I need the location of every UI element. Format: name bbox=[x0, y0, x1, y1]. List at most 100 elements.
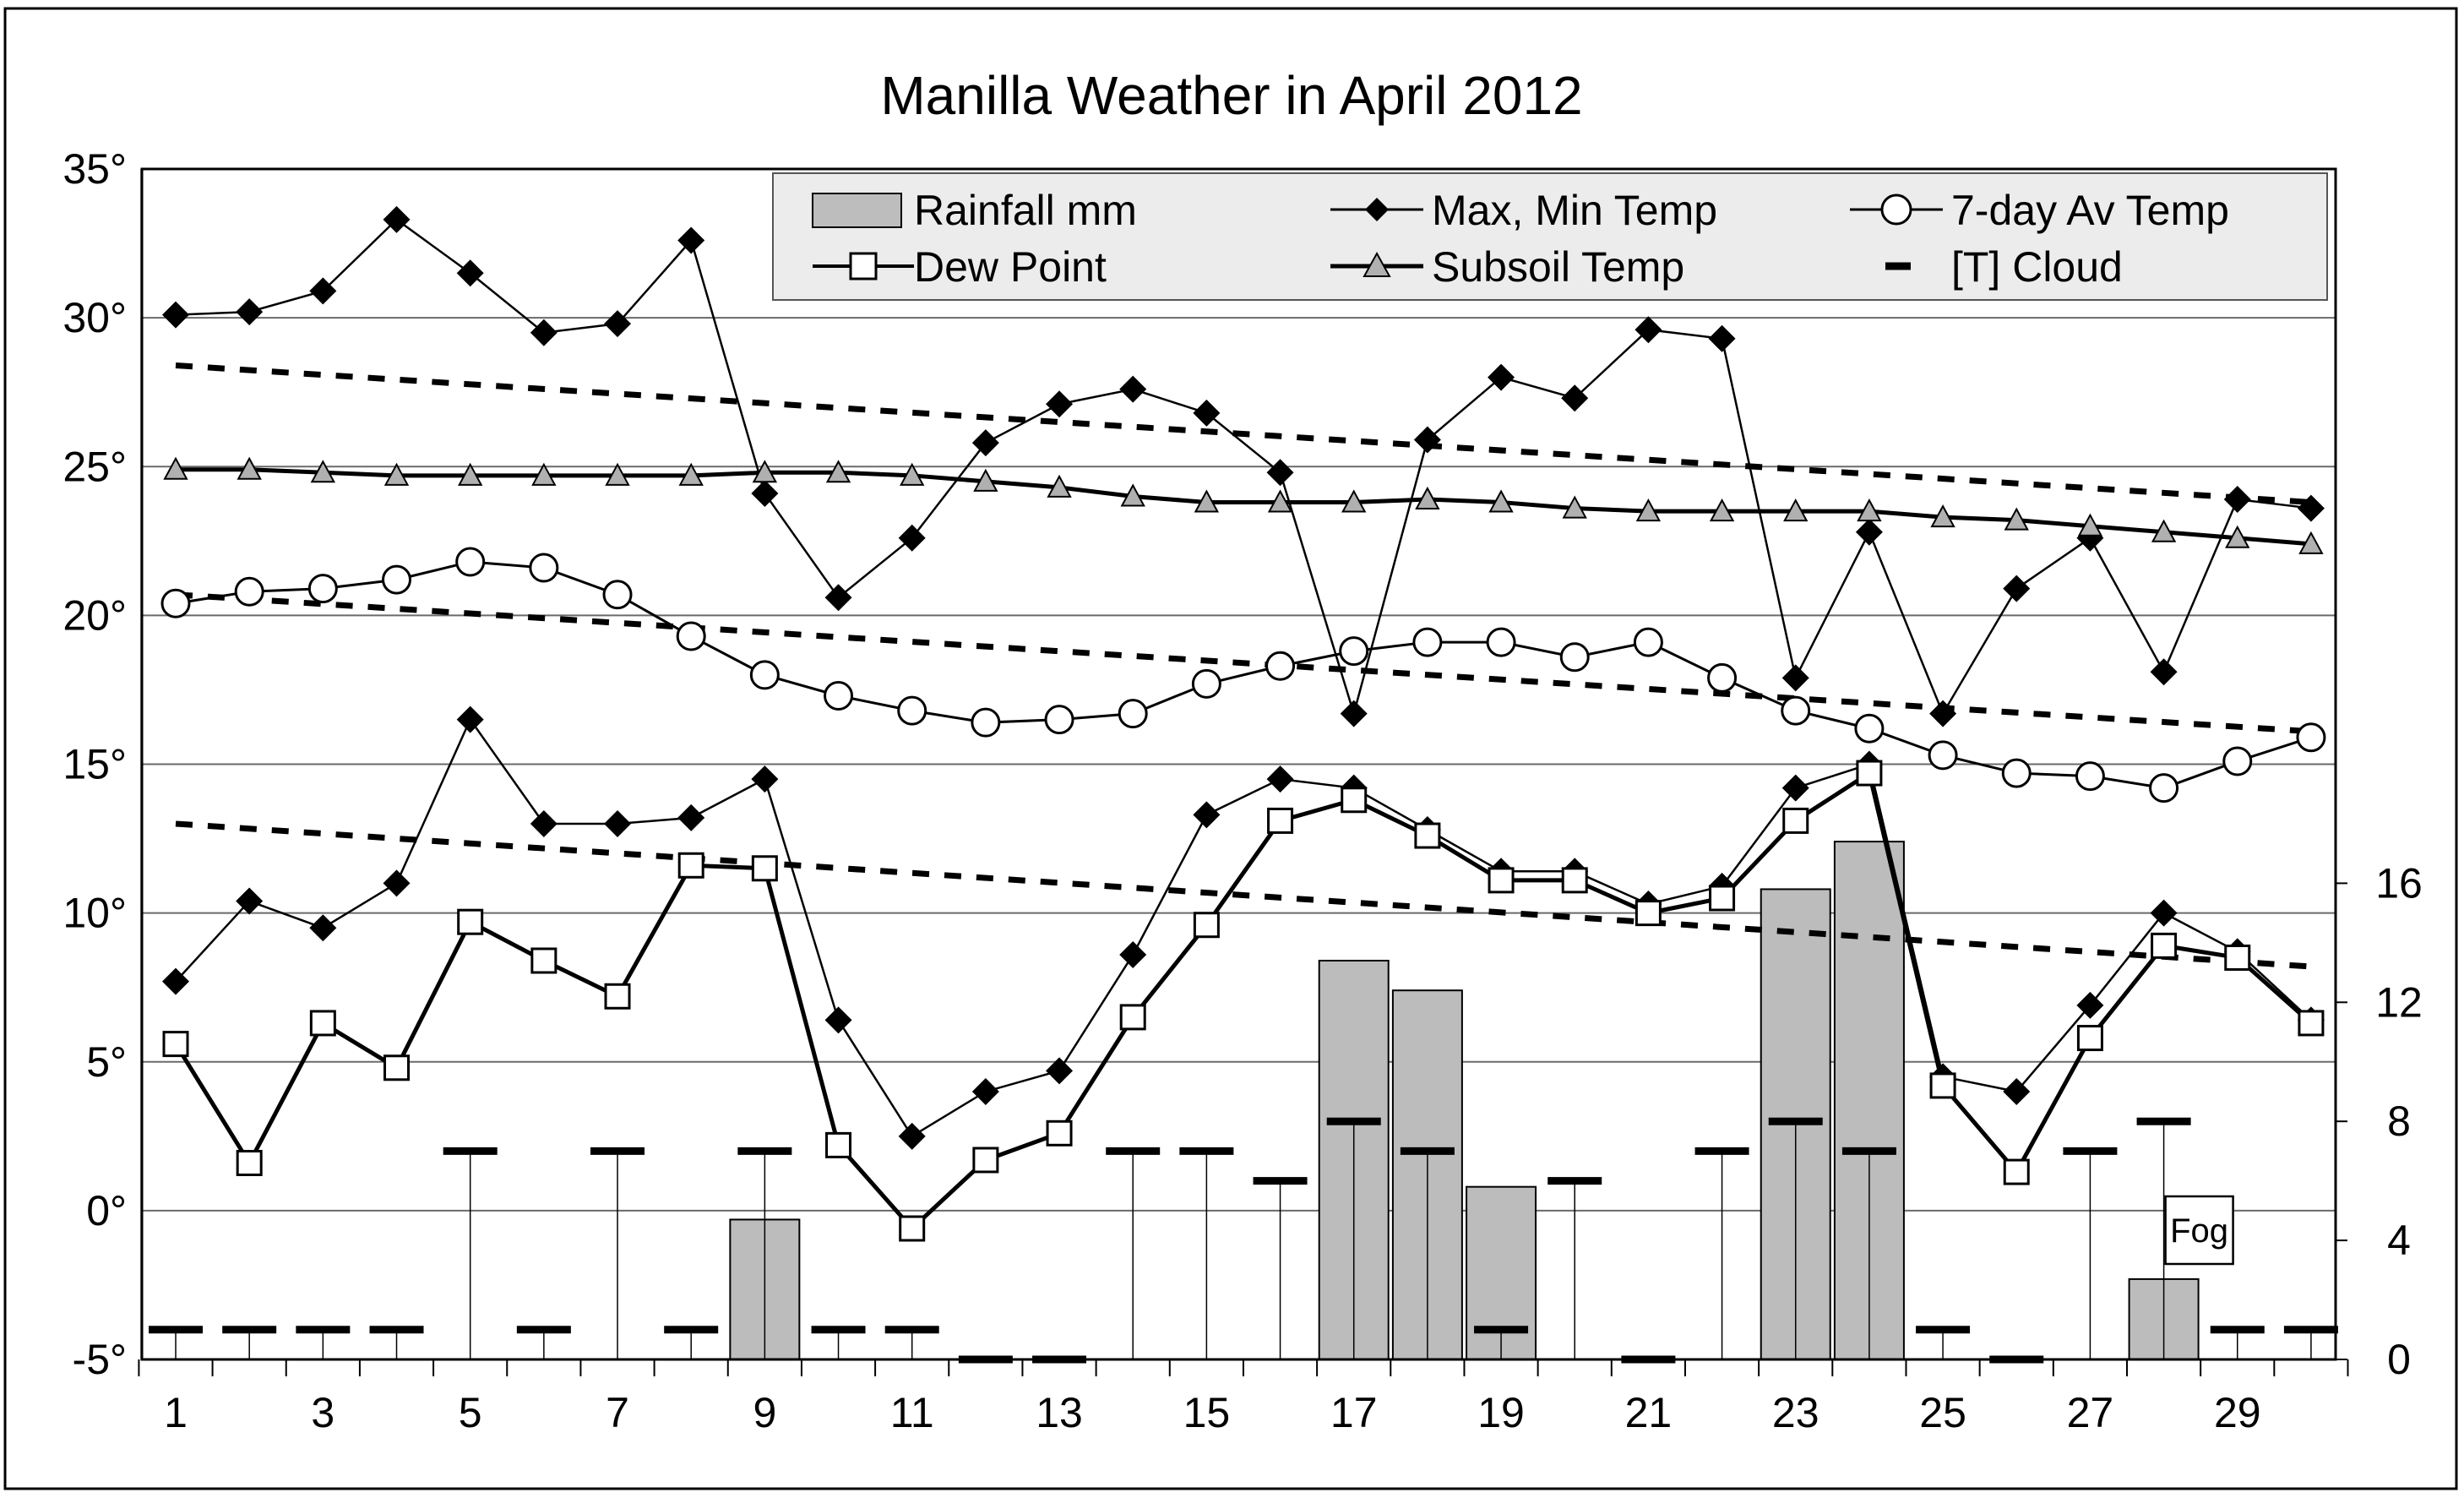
series-lines bbox=[160, 205, 2326, 1242]
triangle-point bbox=[825, 460, 851, 483]
diamond-point bbox=[2150, 658, 2178, 686]
diamond-point bbox=[898, 1122, 926, 1150]
diamond-point bbox=[1266, 765, 1294, 793]
square-point bbox=[1488, 867, 1515, 894]
diamond-point bbox=[1266, 459, 1294, 487]
diamond-point bbox=[1046, 1057, 1074, 1085]
diamond-point bbox=[1635, 316, 1662, 344]
square-point bbox=[530, 947, 558, 974]
cloud-marks bbox=[149, 1117, 2338, 1364]
triangle-point bbox=[1857, 498, 1882, 522]
diamond-point bbox=[309, 277, 337, 305]
diamond-point bbox=[530, 809, 558, 837]
diamond-point bbox=[162, 301, 189, 329]
circle-point bbox=[971, 707, 1001, 738]
y-right-tick-label: 4 bbox=[2387, 1217, 2411, 1264]
triangle-point bbox=[2077, 513, 2103, 537]
triangle-point bbox=[1930, 504, 1955, 528]
diamond-point bbox=[677, 226, 705, 254]
x-tick-label: 3 bbox=[311, 1389, 335, 1436]
diamond-point bbox=[1781, 664, 1809, 692]
x-tick-label: 11 bbox=[890, 1389, 934, 1436]
x-tick-label: 27 bbox=[2067, 1389, 2114, 1436]
diamond-point bbox=[824, 1006, 852, 1034]
square-point bbox=[1193, 912, 1220, 939]
triangle-point bbox=[1120, 483, 1145, 507]
square-point bbox=[2003, 1158, 2030, 1185]
circle-point bbox=[1854, 713, 1885, 744]
square-point bbox=[1929, 1072, 1956, 1099]
diamond-point bbox=[971, 1077, 999, 1105]
circle-point bbox=[602, 580, 633, 610]
diamond-point bbox=[898, 524, 926, 552]
legend-rain-swatch bbox=[812, 193, 902, 228]
diamond-point bbox=[236, 887, 264, 915]
triangle-point bbox=[1415, 486, 1440, 509]
y-right-tick-label: 0 bbox=[2387, 1336, 2411, 1383]
diamond-point bbox=[2003, 1077, 2031, 1105]
diamond-point bbox=[1119, 375, 1147, 403]
diamond-point bbox=[1708, 324, 1736, 352]
circle-point bbox=[160, 588, 191, 618]
x-tick-label: 25 bbox=[1919, 1389, 1966, 1436]
circle-point bbox=[2296, 722, 2326, 753]
diamond-point bbox=[456, 259, 484, 287]
legend-dew-label: Dew Point bbox=[914, 243, 1107, 291]
diamond-point bbox=[1193, 801, 1221, 829]
x-tick-label: 1 bbox=[164, 1389, 188, 1436]
legend-circle-icon bbox=[1880, 193, 1912, 226]
circle-point bbox=[749, 660, 780, 690]
triangle-point bbox=[1635, 498, 1662, 522]
square-point bbox=[1119, 1004, 1146, 1031]
square-point bbox=[383, 1054, 411, 1081]
square-point bbox=[1046, 1119, 1073, 1147]
reference-line-max-mean bbox=[175, 362, 2312, 506]
triangle-point bbox=[1341, 489, 1367, 513]
square-point bbox=[2298, 1010, 2325, 1037]
circle-point bbox=[1412, 627, 1443, 657]
circle-point bbox=[382, 564, 412, 595]
diamond-point bbox=[456, 705, 484, 733]
x-tick-label: 5 bbox=[459, 1389, 482, 1436]
circle-point bbox=[2222, 746, 2253, 776]
legend-subsoil-label: Subsoil Temp bbox=[1432, 243, 1684, 291]
diamond-point bbox=[1340, 700, 1368, 727]
diamond-point bbox=[1193, 399, 1221, 427]
square-point bbox=[457, 908, 484, 935]
x-tick-label: 17 bbox=[1330, 1389, 1378, 1436]
circle-point bbox=[307, 574, 338, 604]
diamond-point bbox=[751, 479, 779, 507]
triangle-point bbox=[1047, 474, 1072, 498]
y-left-tick-label: 0° bbox=[86, 1187, 127, 1234]
circle-point bbox=[1633, 627, 1663, 657]
x-tick-label: 9 bbox=[753, 1389, 776, 1436]
diamond-point bbox=[2076, 991, 2104, 1019]
triangle-point bbox=[1267, 489, 1293, 513]
fog-label: Fog bbox=[2170, 1212, 2228, 1250]
diamond-point bbox=[309, 914, 337, 942]
square-point bbox=[972, 1147, 999, 1174]
square-point bbox=[677, 852, 704, 879]
square-point bbox=[236, 1150, 263, 1177]
reference-line-min-mean bbox=[175, 820, 2312, 970]
triangle-point bbox=[752, 460, 778, 483]
square-point bbox=[751, 855, 778, 882]
y-left-tick-label: 5° bbox=[86, 1038, 127, 1086]
square-point bbox=[1267, 807, 1294, 834]
circle-point bbox=[676, 621, 706, 651]
legend-square-icon bbox=[849, 252, 878, 281]
circle-point bbox=[897, 695, 927, 726]
diamond-point bbox=[604, 310, 632, 338]
triangle-point bbox=[383, 462, 410, 486]
circle-point bbox=[1781, 695, 1811, 726]
x-tick-label: 23 bbox=[1772, 1389, 1819, 1436]
circle-point bbox=[824, 680, 854, 711]
triangle-point bbox=[1194, 489, 1220, 513]
diamond-point bbox=[162, 967, 189, 995]
diamond-point bbox=[2297, 494, 2325, 522]
y-left-tick-label: 25° bbox=[63, 443, 127, 490]
square-point bbox=[309, 1010, 336, 1037]
square-point bbox=[1782, 807, 1809, 834]
